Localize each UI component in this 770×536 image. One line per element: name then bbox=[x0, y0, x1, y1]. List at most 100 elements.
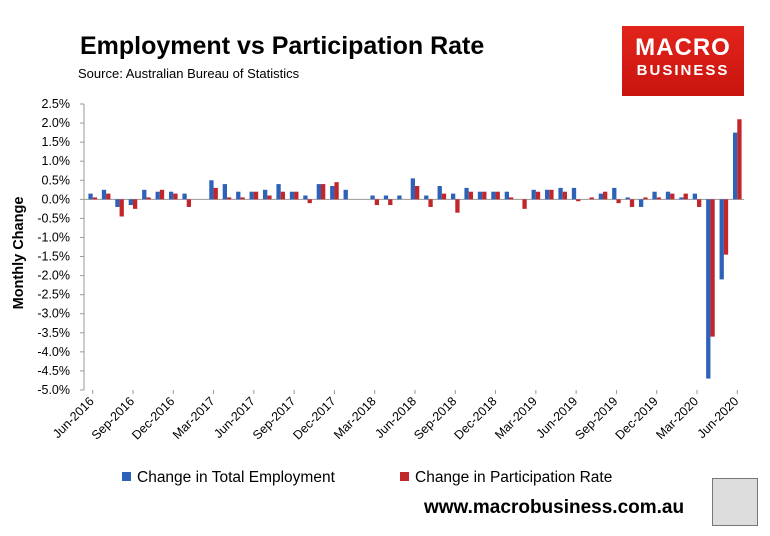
legend-employment-label: Change in Total Employment bbox=[137, 469, 335, 486]
bar-participation bbox=[603, 191, 608, 200]
x-tick-label: Sep-2018 bbox=[411, 394, 459, 442]
bar-employment bbox=[544, 189, 550, 200]
bar-employment bbox=[209, 180, 214, 200]
bar-employment bbox=[343, 189, 348, 200]
x-tick-label: Dec-2019 bbox=[613, 394, 661, 442]
bar-participation bbox=[723, 199, 729, 255]
logo-line1: MACRO bbox=[635, 34, 731, 61]
bar-participation bbox=[213, 187, 218, 200]
bar-employment bbox=[638, 199, 644, 207]
bar-employment bbox=[450, 193, 456, 200]
x-tick-label: Mar-2018 bbox=[331, 394, 379, 442]
bar-employment bbox=[330, 185, 335, 200]
chart-title: Employment vs Participation Rate bbox=[80, 32, 485, 60]
bar-employment bbox=[625, 197, 630, 200]
bar-employment bbox=[155, 191, 160, 200]
bar-participation bbox=[388, 199, 393, 206]
bar-participation bbox=[106, 193, 111, 200]
bar-employment bbox=[692, 193, 697, 200]
bar-employment bbox=[571, 187, 577, 200]
bar-employment bbox=[316, 184, 321, 200]
bar-participation bbox=[697, 199, 702, 207]
bar-employment bbox=[652, 191, 657, 200]
y-tick-label: 2.5% bbox=[42, 97, 71, 111]
bar-participation bbox=[589, 197, 594, 200]
bar-participation bbox=[643, 197, 648, 200]
bar-participation bbox=[92, 197, 98, 200]
bar-participation bbox=[186, 199, 192, 207]
x-tick-label: Sep-2016 bbox=[89, 394, 137, 442]
bar-participation bbox=[441, 193, 447, 200]
plot-area: 2.5% 2.0% 1.5% 1.0% 0.5% 0.0% -0.5% -1.0% -1.5% -… bbox=[11, 97, 744, 442]
bar-employment bbox=[276, 184, 281, 200]
bar-participation bbox=[670, 193, 675, 200]
bar-participation bbox=[374, 199, 380, 206]
bar-employment bbox=[289, 191, 295, 200]
bar-participation bbox=[307, 199, 312, 204]
bar-participation bbox=[428, 199, 433, 207]
bar-employment bbox=[477, 191, 483, 200]
bar-employment bbox=[491, 191, 496, 200]
bar-participation bbox=[495, 191, 500, 200]
x-tick-label: Mar-2019 bbox=[492, 394, 540, 442]
bar-participation bbox=[173, 193, 178, 200]
bar-participation bbox=[227, 197, 232, 200]
bar-employment bbox=[383, 195, 389, 200]
y-tick-label: -2.5% bbox=[37, 288, 70, 302]
x-tick-label: Jun-2020 bbox=[695, 394, 742, 441]
wolf-logo-icon bbox=[712, 478, 758, 526]
bar-participation bbox=[629, 199, 635, 207]
x-tick-label: Sep-2017 bbox=[250, 394, 298, 442]
bar-employment bbox=[679, 197, 684, 200]
x-tick-label: Sep-2019 bbox=[572, 394, 620, 442]
bar-participation bbox=[146, 197, 151, 200]
legend-participation-label: Change in Participation Rate bbox=[415, 469, 613, 486]
bar-participation bbox=[468, 191, 474, 200]
y-tick-label: -1.0% bbox=[37, 230, 70, 244]
y-tick-label: 2.0% bbox=[42, 116, 71, 130]
website-url: www.macrobusiness.com.au bbox=[424, 497, 685, 518]
bar-employment bbox=[464, 187, 469, 200]
bar-employment bbox=[222, 184, 227, 200]
bar-participation bbox=[576, 199, 581, 202]
y-tick-label: 0.0% bbox=[42, 192, 71, 206]
y-tick-label: -4.5% bbox=[37, 364, 70, 378]
legend-employment: Change in Total Employment bbox=[122, 469, 335, 487]
bar-employment bbox=[182, 193, 187, 200]
bar-employment bbox=[236, 191, 241, 200]
y-tick-label: -3.0% bbox=[37, 307, 70, 321]
bar-participation bbox=[549, 189, 554, 200]
bar-employment bbox=[249, 191, 254, 200]
bar-participation bbox=[710, 199, 715, 337]
bar-participation bbox=[616, 199, 621, 204]
bar-employment bbox=[410, 178, 415, 200]
bar-participation bbox=[535, 191, 541, 200]
bar-employment bbox=[128, 199, 133, 206]
y-tick-label: -0.5% bbox=[37, 211, 70, 225]
bar-participation bbox=[253, 191, 259, 200]
bar-participation bbox=[455, 199, 460, 213]
x-tick-label: Dec-2016 bbox=[129, 394, 177, 442]
y-tick-label: -2.0% bbox=[37, 269, 70, 283]
bar-participation bbox=[522, 199, 527, 209]
bar-employment bbox=[397, 195, 402, 200]
bar-employment bbox=[612, 187, 617, 200]
x-tick-label: Mar-2020 bbox=[653, 394, 701, 442]
x-tick-label: Dec-2017 bbox=[290, 394, 338, 442]
bar-participation bbox=[415, 185, 420, 200]
bar-employment bbox=[558, 187, 563, 200]
bar-participation bbox=[737, 119, 742, 200]
y-tick-label: 0.5% bbox=[42, 173, 71, 187]
bar-employment bbox=[531, 189, 536, 200]
x-tick-label: Mar-2017 bbox=[170, 394, 218, 442]
bar-participation bbox=[119, 199, 124, 217]
bar-participation bbox=[334, 182, 339, 200]
bar-employment bbox=[115, 199, 120, 207]
bar-employment bbox=[88, 193, 93, 200]
y-tick-label: -1.5% bbox=[37, 250, 70, 264]
y-tick-label: -5.0% bbox=[37, 383, 70, 397]
bar-employment bbox=[303, 195, 308, 200]
bar-participation bbox=[159, 189, 165, 200]
y-tick-label: -3.5% bbox=[37, 326, 70, 340]
bar-employment bbox=[370, 195, 375, 200]
